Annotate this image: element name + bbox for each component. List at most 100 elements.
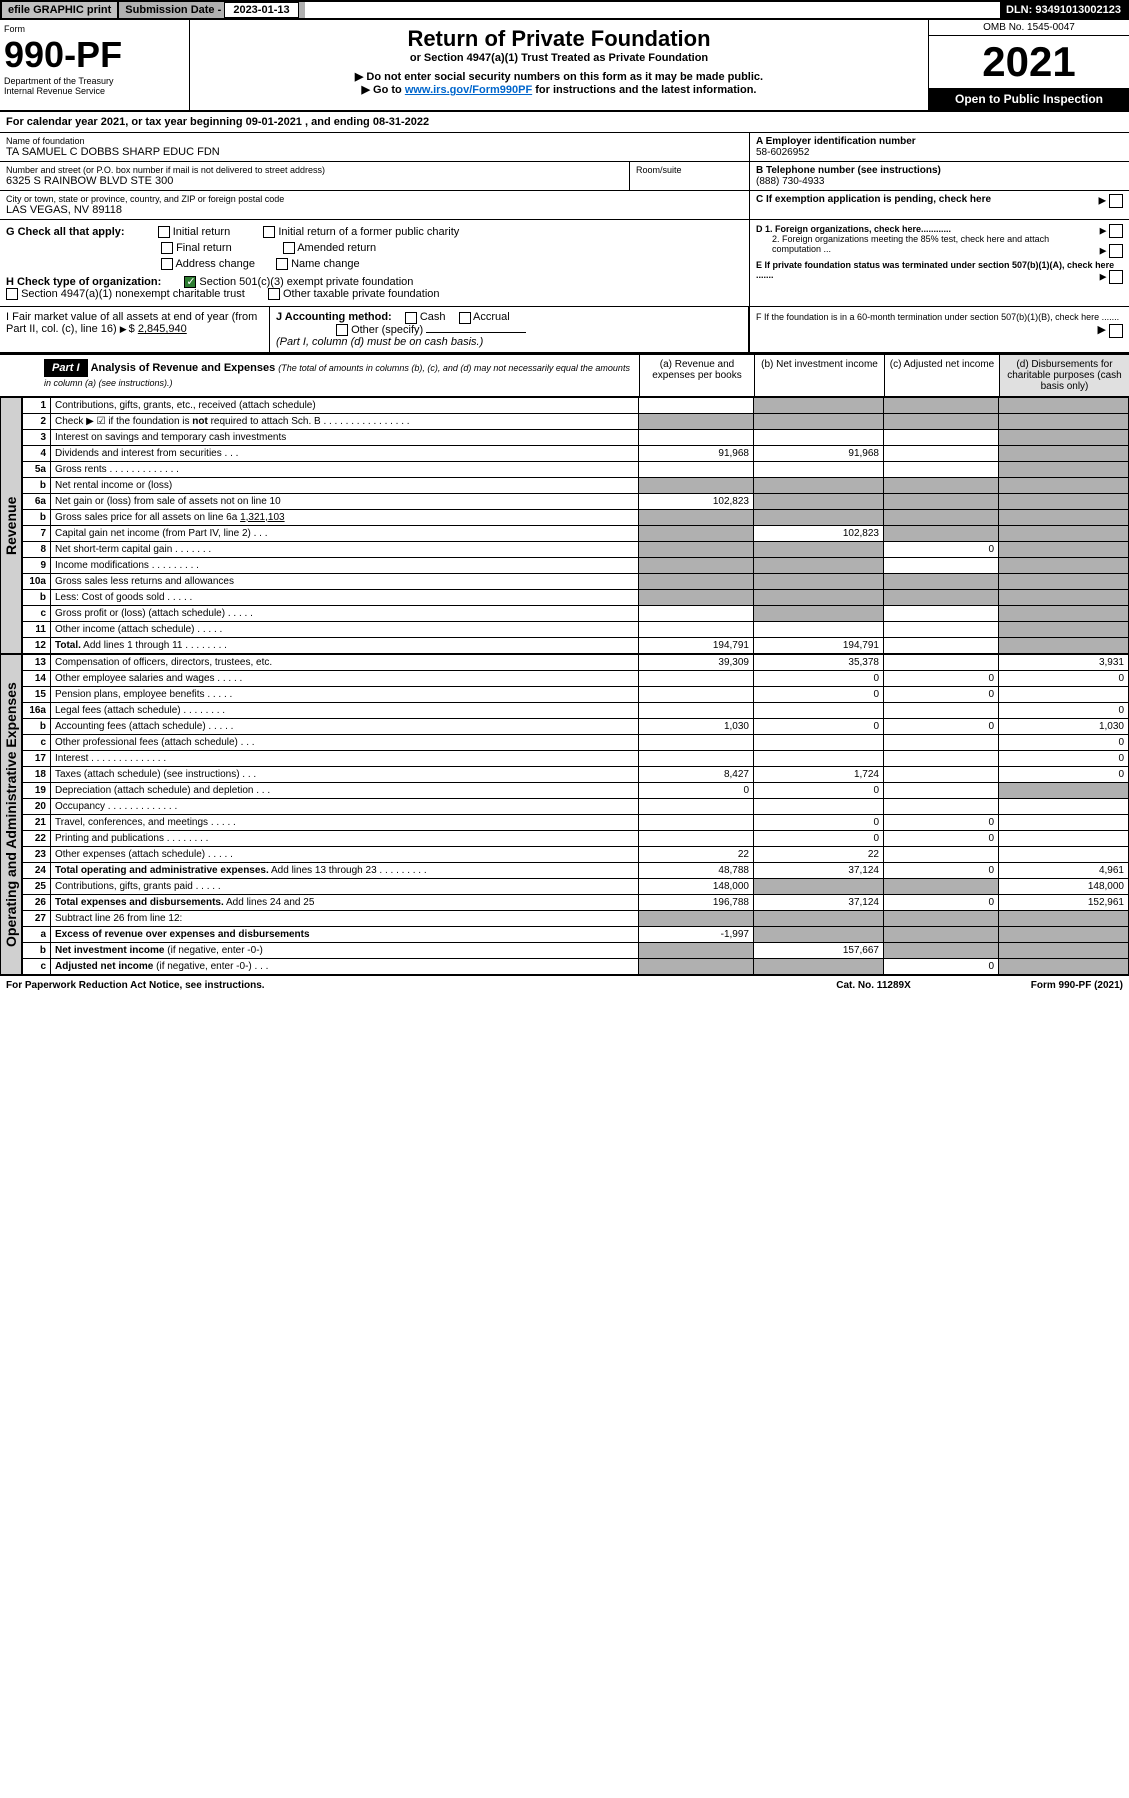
cell-value	[884, 766, 999, 782]
cell-grey	[884, 910, 999, 926]
initial-return-checkbox[interactable]	[158, 226, 170, 238]
cell-value	[884, 557, 999, 573]
revenue-side-label: Revenue	[0, 397, 22, 654]
cell-value: 0	[884, 541, 999, 557]
entity-right: A Employer identification number 58-6026…	[749, 133, 1129, 219]
line-number: 6a	[23, 493, 51, 509]
cell-value: 91,968	[754, 445, 884, 461]
initial-former-checkbox[interactable]	[263, 226, 275, 238]
form-word: Form	[4, 24, 185, 34]
cell-value	[884, 654, 999, 670]
cell-value	[639, 621, 754, 637]
col-b-header: (b) Net investment income	[754, 355, 884, 396]
box-c-checkbox[interactable]	[1109, 194, 1123, 208]
cell-grey	[999, 509, 1129, 525]
cell-value: 0	[999, 766, 1129, 782]
line-number: 8	[23, 541, 51, 557]
line-label: Taxes (attach schedule) (see instruction…	[51, 766, 639, 782]
address-change-checkbox[interactable]	[161, 258, 173, 270]
line-label: Subtract line 26 from line 12:	[51, 910, 639, 926]
cash-checkbox[interactable]	[405, 312, 417, 324]
cell-grey	[999, 573, 1129, 589]
efile-label: efile GRAPHIC print	[2, 2, 119, 18]
cell-value: 1,030	[639, 718, 754, 734]
cell-value	[884, 846, 999, 862]
4947a1-checkbox[interactable]	[6, 288, 18, 300]
line-number: 15	[23, 686, 51, 702]
amended-return-checkbox[interactable]	[283, 242, 295, 254]
table-row: 12Total. Add lines 1 through 11 . . . . …	[23, 637, 1129, 653]
cell-grey	[884, 942, 999, 958]
line-label: Dividends and interest from securities .…	[51, 445, 639, 461]
cell-grey	[884, 589, 999, 605]
line-number: 12	[23, 637, 51, 653]
final-return-checkbox[interactable]	[161, 242, 173, 254]
other-taxable-checkbox[interactable]	[268, 288, 280, 300]
cell-value: 152,961	[999, 894, 1129, 910]
cell-grey	[754, 573, 884, 589]
d1-checkbox[interactable]	[1109, 224, 1123, 238]
other-method-checkbox[interactable]	[336, 324, 348, 336]
accrual-checkbox[interactable]	[459, 312, 471, 324]
d2-checkbox[interactable]	[1109, 244, 1123, 258]
d-e-right: D 1. Foreign organizations, check here..…	[749, 220, 1129, 306]
cell-value	[884, 429, 999, 445]
cell-grey	[884, 926, 999, 942]
line-label: Accounting fees (attach schedule) . . . …	[51, 718, 639, 734]
foundation-name: TA SAMUEL C DOBBS SHARP EDUC FDN	[6, 146, 743, 158]
line-label: Excess of revenue over expenses and disb…	[51, 926, 639, 942]
line-label: Net investment income (if negative, ente…	[51, 942, 639, 958]
cell-value: 0	[884, 862, 999, 878]
cell-grey	[999, 782, 1129, 798]
cell-value	[999, 686, 1129, 702]
501c3-checkbox[interactable]	[184, 276, 196, 288]
foundation-name-cell: Name of foundation TA SAMUEL C DOBBS SHA…	[0, 133, 749, 162]
top-bar: efile GRAPHIC print Submission Date - 20…	[0, 0, 1129, 20]
entity-block: Name of foundation TA SAMUEL C DOBBS SHA…	[0, 133, 1129, 220]
cell-grey	[639, 477, 754, 493]
part-1-header-row: Part I Analysis of Revenue and Expenses …	[0, 353, 1129, 397]
e-checkbox[interactable]	[1109, 270, 1123, 284]
form-number: 990-PF	[4, 34, 185, 76]
box-i: I Fair market value of all assets at end…	[0, 307, 270, 351]
cell-value	[639, 397, 754, 413]
cell-value: 148,000	[999, 878, 1129, 894]
cell-value: 0	[754, 670, 884, 686]
box-j: J Accounting method: Cash Accrual Other …	[270, 307, 749, 351]
cell-value	[884, 798, 999, 814]
cell-value: 22	[754, 846, 884, 862]
line-number: 3	[23, 429, 51, 445]
table-row: 27Subtract line 26 from line 12:	[23, 910, 1129, 926]
cell-value	[884, 734, 999, 750]
cell-grey	[754, 958, 884, 974]
table-row: 9Income modifications . . . . . . . . .	[23, 557, 1129, 573]
part-1-desc: Part I Analysis of Revenue and Expenses …	[38, 355, 639, 396]
ein-value: 58-6026952	[756, 147, 1123, 158]
box-f: F If the foundation is in a 60-month ter…	[749, 307, 1129, 351]
cell-grey	[639, 557, 754, 573]
cell-value: 0	[884, 958, 999, 974]
dln-label: DLN: 93491013002123	[1000, 2, 1127, 18]
line-number: 23	[23, 846, 51, 862]
street-address: 6325 S RAINBOW BLVD STE 300	[6, 175, 623, 187]
header-left: Form 990-PF Department of the Treasury I…	[0, 20, 190, 110]
name-change-checkbox[interactable]	[276, 258, 288, 270]
cell-value: 194,791	[754, 637, 884, 653]
g-h-left: G Check all that apply: Initial return I…	[0, 220, 749, 306]
line-number: 26	[23, 894, 51, 910]
cell-value	[884, 461, 999, 477]
cell-value	[639, 750, 754, 766]
cell-grey	[639, 589, 754, 605]
cell-grey	[884, 493, 999, 509]
cell-grey	[884, 397, 999, 413]
line-number: b	[23, 477, 51, 493]
table-row: 24Total operating and administrative exp…	[23, 862, 1129, 878]
f-checkbox[interactable]	[1109, 324, 1123, 338]
cell-value	[639, 734, 754, 750]
form-link[interactable]: www.irs.gov/Form990PF	[405, 84, 532, 96]
cell-value: 1,030	[999, 718, 1129, 734]
line-label: Contributions, gifts, grants, etc., rece…	[51, 397, 639, 413]
cell-grey	[754, 397, 884, 413]
table-row: bGross sales price for all assets on lin…	[23, 509, 1129, 525]
cell-value	[999, 798, 1129, 814]
